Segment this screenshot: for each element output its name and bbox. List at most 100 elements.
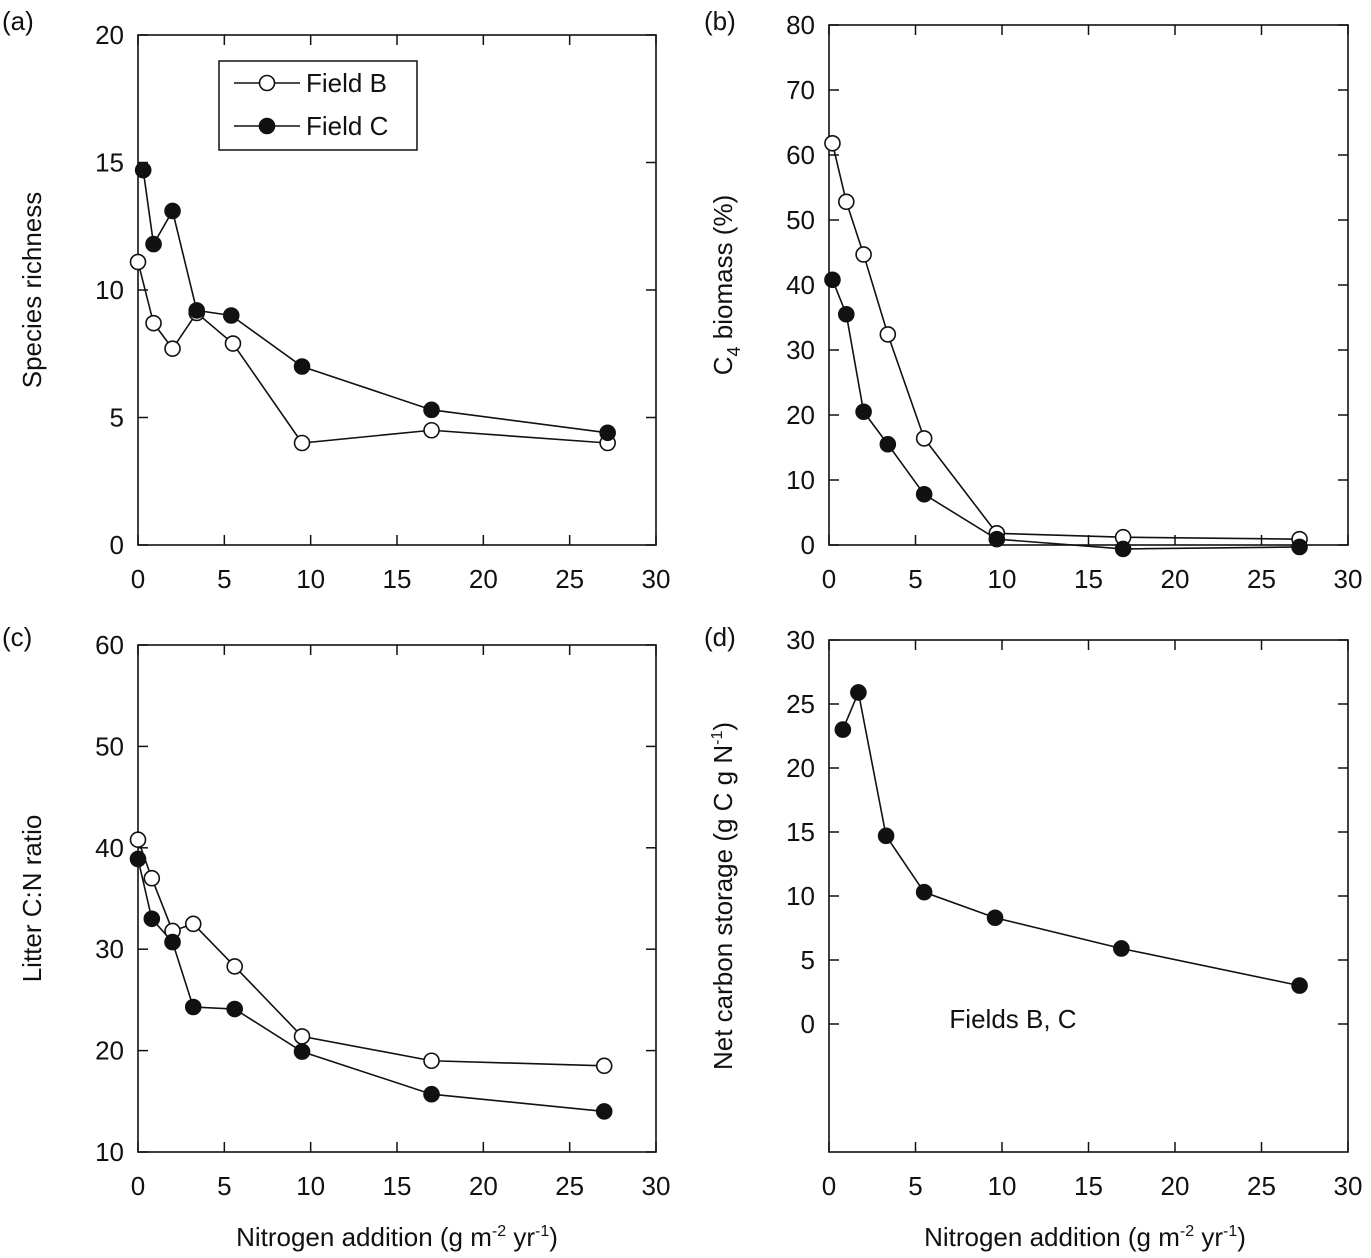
x-tick-label: 25 [1247,564,1276,594]
data-point-field-b [226,958,243,975]
data-point-field-b [224,335,242,352]
x-tick-label: 25 [555,1171,584,1201]
data-point-field-b [423,1052,440,1070]
x-tick-label: 30 [1334,1171,1363,1201]
x-tick-label: 20 [469,1171,498,1201]
y-tick-label: 15 [95,148,124,178]
y-tick-label: 20 [95,1036,124,1066]
y-axis-label: C4 biomass (%) [708,195,744,376]
data-point-field-c [134,161,152,179]
data-point-field-c [188,302,206,319]
series-line-field-c [831,279,1300,550]
x-axis-label: Nitrogen addition (g m-2 yr-1) [924,1222,1246,1252]
y-tick-label: 60 [95,630,124,660]
x-tick-label: 25 [555,564,584,594]
data-point-field-c [855,403,872,421]
data-point-field-c [164,933,181,951]
x-tick-label: 0 [822,1171,836,1201]
x-tick-label: 15 [1074,564,1103,594]
data-point-field-c [837,305,855,323]
data-point-field-c [164,202,181,220]
data-point-field-c [915,883,933,901]
panel-a: 0 5 10 15 20 25 30 0 5 10 15 20 (a) Species richness F… [2,6,670,594]
y-tick-label: 5 [110,403,124,433]
data-point-field-c [423,1085,440,1103]
data-point-field-b [164,340,181,357]
x-tick-label: 10 [296,564,325,594]
y-tick-label: 0 [801,530,815,560]
y-tick-label: 80 [786,10,815,40]
data-point-field-c [988,530,1006,548]
data-point-field-c [595,1103,613,1120]
data-point-field-b [423,421,440,439]
data-point-field-c [184,998,202,1016]
x-tick-label: 5 [217,564,231,594]
x-tick-label: 10 [988,1171,1017,1201]
y-tick-label: 0 [801,1009,815,1039]
x-axis-label: Nitrogen addition (g m-2 yr-1) [236,1222,558,1252]
x-tick-label: 5 [908,1171,922,1201]
series-line-field-c [137,858,605,1113]
y-tick-label: 20 [786,753,815,783]
x-tick-label: 30 [1334,564,1363,594]
data-point-field-c [293,358,311,375]
data-point-field-c [850,684,867,701]
data-point-field-b [143,869,161,887]
legend-marker [258,117,276,135]
panel-label: (b) [704,6,736,36]
annotation: Fields B, C [949,1004,1076,1034]
data-point-field-c [129,850,147,868]
y-tick-label: 30 [786,625,815,655]
x-tick-label: 15 [383,564,412,594]
plot-frame [137,644,657,1153]
series-line-field-b [137,839,605,1067]
x-tick-label: 30 [642,564,671,594]
x-tick-label: 5 [908,564,922,594]
panel-label: (d) [704,622,736,652]
y-tick-label: 40 [786,270,815,300]
legend-label: Field C [306,111,388,141]
panel-c: 0 5 10 15 20 25 30 10 20 30 40 50 60 (c) Litter C:N ra… [2,622,670,1201]
data-point-field-c [222,307,240,324]
legend-marker [258,74,276,92]
y-tick-label: 50 [786,205,815,235]
data-point-field-c [1113,940,1130,957]
data-point-field-b [595,1057,613,1075]
y-tick-label: 10 [95,1137,124,1167]
data-point-field-c [986,909,1004,927]
data-point-field-c [423,401,440,419]
data-point-field-c [915,485,933,503]
data-point-field-c [877,827,895,845]
x-tick-label: 10 [296,1171,325,1201]
data-point-field-c [143,910,161,928]
panel-b: 0 5 10 15 20 25 30 0 10 20 30 40 50 60 70 80 (b) C4 bioma… [704,6,1362,594]
series-line-field-b [831,143,1300,540]
data-point-field-c [293,1043,311,1060]
panel-d: 0 5 10 15 20 25 30 0 5 10 15 20 25 30 (d) Net carbon st… [704,622,1362,1201]
data-point-field-b [837,193,855,211]
data-point-field-c [145,235,162,253]
x-tick-label: 30 [642,1171,671,1201]
legend: Field B Field C [218,60,418,151]
y-tick-label: 30 [95,934,124,964]
data-point-field-c [824,271,841,289]
series-line-field-c [142,170,608,434]
y-tick-label: 25 [786,689,815,719]
data-point-field-c [226,1000,243,1018]
x-tick-label: 10 [988,564,1017,594]
panel-label: (a) [2,6,34,36]
data-point-field-b [293,1028,311,1045]
data-point-field-b [145,314,162,332]
y-axis-label: Litter C:N ratio [17,815,47,983]
data-point-field-b [855,246,872,263]
data-point-field-b [129,253,147,271]
y-axis-label: Species richness [17,192,47,389]
data-point-field-b [129,831,147,848]
x-tick-label: 20 [1161,564,1190,594]
data-point-field-b [824,135,841,152]
y-tick-label: 10 [95,275,124,305]
x-tick-label: 25 [1247,1171,1276,1201]
data-point-field-b [915,430,933,447]
x-tick-label: 20 [469,564,498,594]
